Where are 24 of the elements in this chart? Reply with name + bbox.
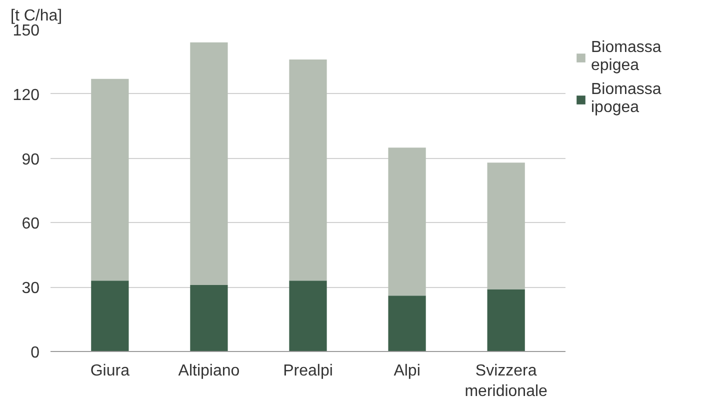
- y-tick-label: 150: [12, 22, 40, 40]
- legend-label: Biomassa epigea: [591, 39, 662, 75]
- x-tick-label: Svizzera meridionale: [464, 362, 548, 400]
- y-axis-title: [t C/ha]: [10, 8, 62, 24]
- y-tick-label: 0: [30, 344, 40, 362]
- y-tick-label: 60: [22, 216, 40, 233]
- x-tick-label: Giura: [90, 362, 130, 380]
- bar: [388, 148, 426, 296]
- y-tick-label: 30: [22, 280, 40, 298]
- bar: [91, 280, 129, 352]
- bar: [289, 60, 327, 281]
- y-tick-label: 90: [22, 151, 40, 168]
- bar: [388, 296, 426, 352]
- bar: [190, 284, 228, 352]
- bar: [91, 78, 129, 281]
- x-tick-label: Prealpi: [283, 362, 333, 380]
- y-tick-label: 120: [12, 86, 40, 104]
- legend-label: Biomassa ipogea: [591, 81, 662, 117]
- bar: [487, 162, 525, 290]
- bar: [289, 280, 327, 352]
- bar: [190, 42, 228, 285]
- bar: [487, 289, 525, 352]
- x-tick-label: Altipiano: [178, 362, 240, 380]
- x-tick-label: Alpi: [394, 362, 420, 380]
